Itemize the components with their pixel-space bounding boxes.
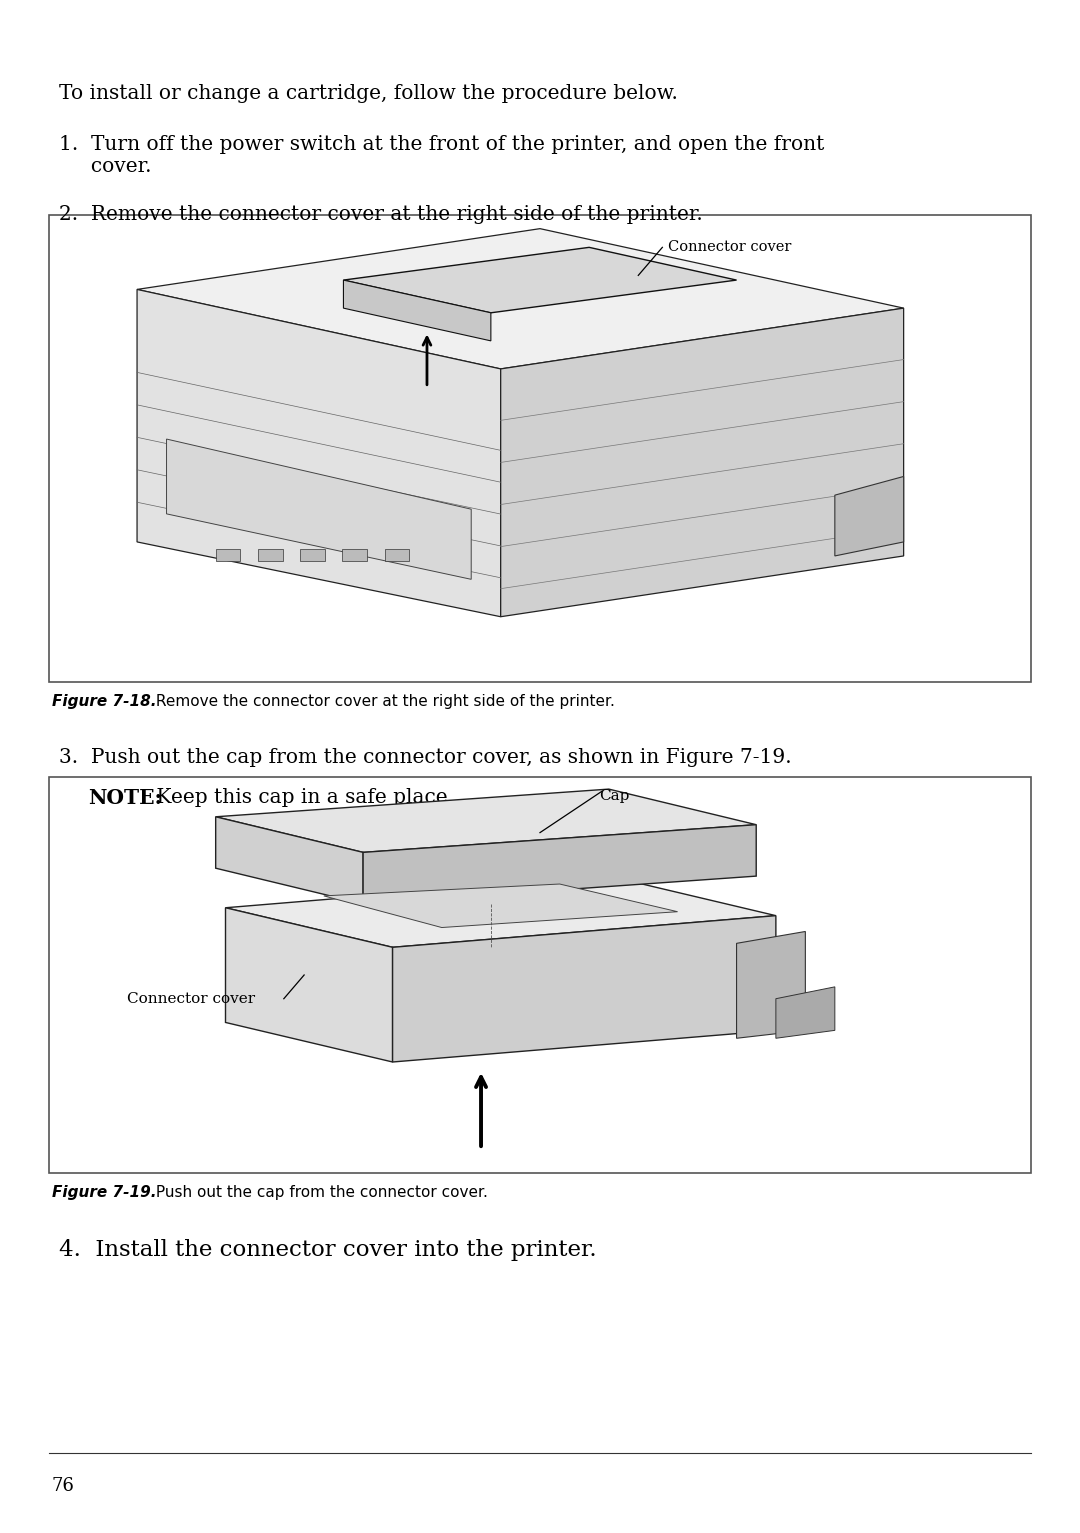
Polygon shape	[137, 290, 501, 616]
Polygon shape	[384, 549, 409, 561]
Polygon shape	[393, 915, 775, 1062]
Polygon shape	[343, 247, 737, 313]
FancyBboxPatch shape	[49, 215, 1031, 682]
Text: Cap: Cap	[599, 789, 630, 803]
Polygon shape	[501, 308, 904, 616]
Polygon shape	[258, 549, 283, 561]
Polygon shape	[226, 908, 393, 1062]
Text: Push out the cap from the connector cover.: Push out the cap from the connector cove…	[151, 1185, 488, 1200]
Polygon shape	[343, 281, 490, 340]
Text: 76: 76	[52, 1476, 75, 1495]
Polygon shape	[166, 438, 471, 579]
Text: Connector cover: Connector cover	[127, 992, 255, 1006]
Polygon shape	[216, 789, 756, 852]
Text: Keep this cap in a safe place.: Keep this cap in a safe place.	[150, 788, 454, 806]
Text: NOTE:: NOTE:	[89, 788, 163, 808]
Text: 1.  Turn off the power switch at the front of the printer, and open the front
  : 1. Turn off the power switch at the fron…	[59, 135, 825, 176]
Polygon shape	[363, 825, 756, 904]
Polygon shape	[342, 549, 367, 561]
Text: Figure 7-18.: Figure 7-18.	[52, 694, 157, 710]
Text: Connector cover: Connector cover	[667, 241, 792, 254]
Polygon shape	[775, 987, 835, 1038]
Polygon shape	[835, 477, 904, 556]
Polygon shape	[137, 228, 904, 369]
Polygon shape	[226, 877, 775, 947]
Polygon shape	[216, 817, 363, 904]
Polygon shape	[737, 932, 806, 1038]
FancyBboxPatch shape	[49, 777, 1031, 1173]
Text: 2.  Remove the connector cover at the right side of the printer.: 2. Remove the connector cover at the rig…	[59, 205, 703, 224]
Text: To install or change a cartridge, follow the procedure below.: To install or change a cartridge, follow…	[59, 84, 678, 103]
Text: Figure 7-19.: Figure 7-19.	[52, 1185, 157, 1200]
Polygon shape	[324, 885, 677, 927]
Polygon shape	[216, 549, 240, 561]
Text: Remove the connector cover at the right side of the printer.: Remove the connector cover at the right …	[151, 694, 616, 710]
Text: 3.  Push out the cap from the connector cover, as shown in Figure 7-19.: 3. Push out the cap from the connector c…	[59, 748, 792, 766]
Text: 4.  Install the connector cover into the printer.: 4. Install the connector cover into the …	[59, 1239, 597, 1260]
Polygon shape	[300, 549, 325, 561]
